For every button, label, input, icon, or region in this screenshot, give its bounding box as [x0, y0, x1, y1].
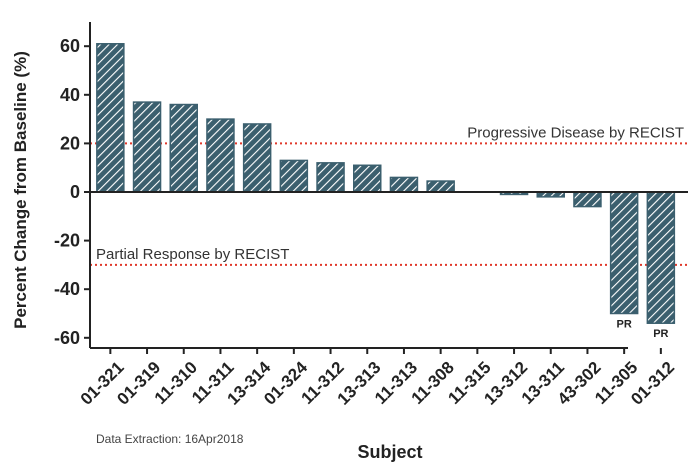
bar-11-311	[206, 118, 235, 193]
bar-13-314	[242, 123, 272, 193]
bar-43-302	[573, 191, 602, 208]
y-tick-label: -40	[54, 279, 80, 299]
bar-label-11-305: PR	[617, 319, 632, 331]
y-tick-label: -60	[54, 328, 80, 348]
y-tick-label: 0	[70, 182, 80, 202]
bar-11-312	[316, 162, 345, 193]
bar-11-313	[389, 176, 419, 193]
bar-01-324	[279, 159, 309, 193]
y-tick-label: 20	[60, 133, 80, 153]
bar-01-321	[96, 43, 125, 193]
bar-01-319	[132, 101, 162, 193]
x-axis-title: Subject	[357, 442, 422, 462]
y-tick-label: -20	[54, 231, 80, 251]
bar-11-308	[426, 180, 455, 193]
y-axis-title: Percent Change from Baseline (%)	[11, 51, 30, 329]
data-extraction-note: Data Extraction: 16Apr2018	[96, 432, 244, 446]
partial-response-label: Partial Response by RECIST	[96, 246, 289, 263]
bar-01-312	[646, 191, 676, 324]
bar-label-01-312: PR	[653, 328, 668, 340]
bar-13-313	[353, 164, 382, 193]
y-tick-label: 40	[60, 85, 80, 105]
y-tick-label: 60	[60, 36, 80, 56]
bar-11-305	[609, 191, 639, 315]
progressive-disease-label: Progressive Disease by RECIST	[467, 124, 684, 141]
bar-11-310	[169, 103, 198, 193]
